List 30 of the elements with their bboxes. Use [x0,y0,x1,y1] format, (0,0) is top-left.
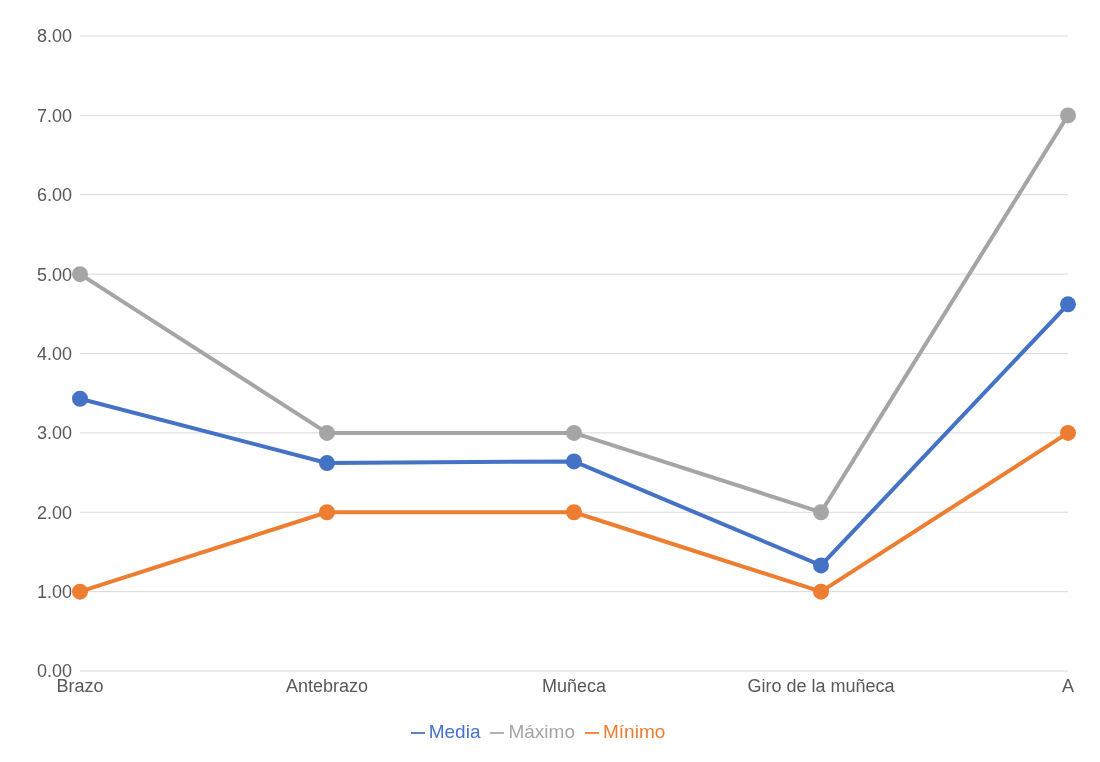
point [813,557,829,574]
point [1060,296,1076,313]
point [319,504,335,521]
y-tick-label: 8.00 [36,26,72,47]
legend-label: Mínimo [602,721,666,742]
y-tick-label: 7.00 [36,105,72,126]
point [566,504,582,521]
x-tick-label: Giro de la muñeca [747,675,896,696]
point [813,583,829,600]
x-tick-label: Antebrazo [285,675,369,696]
x-tick-label: Muñeca [541,675,607,696]
point [566,424,582,441]
x-tick-label: A [1061,675,1075,696]
y-tick-label: 4.00 [36,343,72,364]
point [1060,107,1076,124]
legend-label: Máximo [508,721,575,742]
point [72,583,88,600]
point [813,504,829,521]
y-tick-label: 3.00 [36,423,72,444]
legend-label: Media [428,721,481,742]
y-tick-label: 1.00 [36,582,72,603]
y-tick-label: 6.00 [36,185,72,206]
point [72,390,88,407]
point [566,453,582,470]
point [319,424,335,441]
point [1060,424,1076,441]
point [72,266,88,283]
y-tick-label: 5.00 [36,264,72,285]
y-tick-label: 2.00 [36,502,72,523]
point [319,455,335,472]
